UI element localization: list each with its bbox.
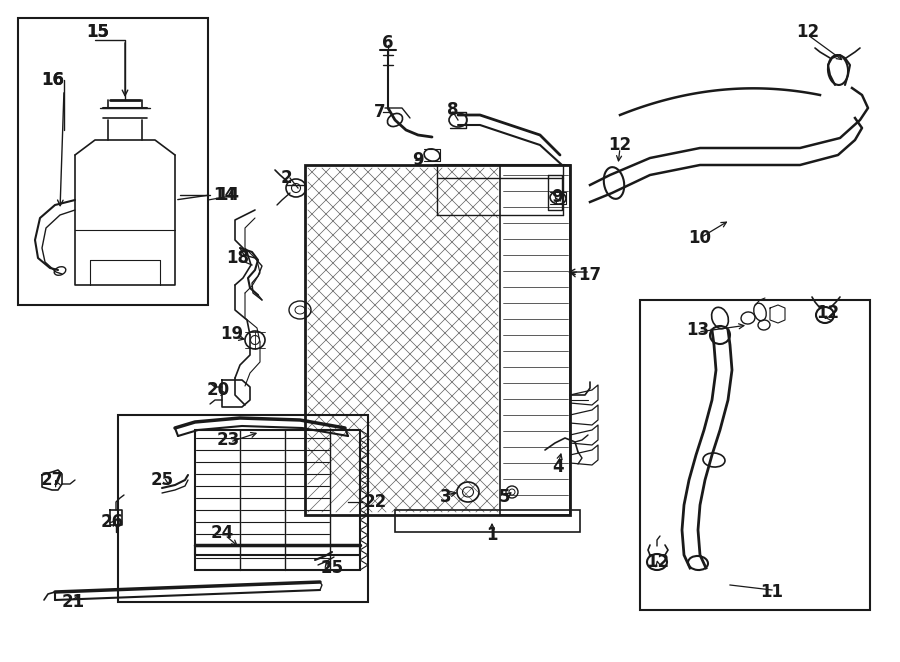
Text: 26: 26 xyxy=(101,513,123,531)
Text: 20: 20 xyxy=(206,381,230,399)
Text: 24: 24 xyxy=(211,524,234,542)
Text: 19: 19 xyxy=(220,325,244,343)
Text: 23: 23 xyxy=(216,431,239,449)
Text: 4: 4 xyxy=(553,458,563,476)
Text: 16: 16 xyxy=(41,71,65,89)
Text: 6: 6 xyxy=(382,34,394,52)
Text: 7: 7 xyxy=(374,103,386,121)
Text: 12: 12 xyxy=(796,23,820,41)
Text: 14: 14 xyxy=(216,186,239,204)
Text: 17: 17 xyxy=(579,266,601,284)
Bar xyxy=(305,165,570,515)
Bar xyxy=(18,18,208,305)
Text: 12: 12 xyxy=(608,136,632,154)
Bar xyxy=(500,165,570,515)
Text: 18: 18 xyxy=(227,249,249,267)
Text: 21: 21 xyxy=(61,593,85,611)
Text: 25: 25 xyxy=(320,559,344,577)
Text: 9: 9 xyxy=(412,151,424,169)
Text: 9: 9 xyxy=(551,188,562,206)
Bar xyxy=(640,300,870,610)
Text: 22: 22 xyxy=(364,493,387,511)
Text: 12: 12 xyxy=(646,553,670,571)
Text: 10: 10 xyxy=(688,229,712,247)
Text: 14: 14 xyxy=(213,186,237,204)
Bar xyxy=(195,430,360,570)
Text: 1: 1 xyxy=(486,526,498,544)
Bar xyxy=(395,510,580,532)
Text: 8: 8 xyxy=(447,101,459,119)
Text: 3: 3 xyxy=(440,488,452,506)
Text: 27: 27 xyxy=(40,471,64,489)
Text: 15: 15 xyxy=(86,23,110,41)
Text: 11: 11 xyxy=(760,583,784,601)
Text: 13: 13 xyxy=(687,321,709,339)
Bar xyxy=(118,415,368,602)
Text: 15: 15 xyxy=(86,23,110,41)
Text: 12: 12 xyxy=(816,304,840,322)
Text: 5: 5 xyxy=(500,488,511,506)
Text: 25: 25 xyxy=(150,471,174,489)
Text: 2: 2 xyxy=(280,169,292,187)
Text: 16: 16 xyxy=(41,71,65,89)
